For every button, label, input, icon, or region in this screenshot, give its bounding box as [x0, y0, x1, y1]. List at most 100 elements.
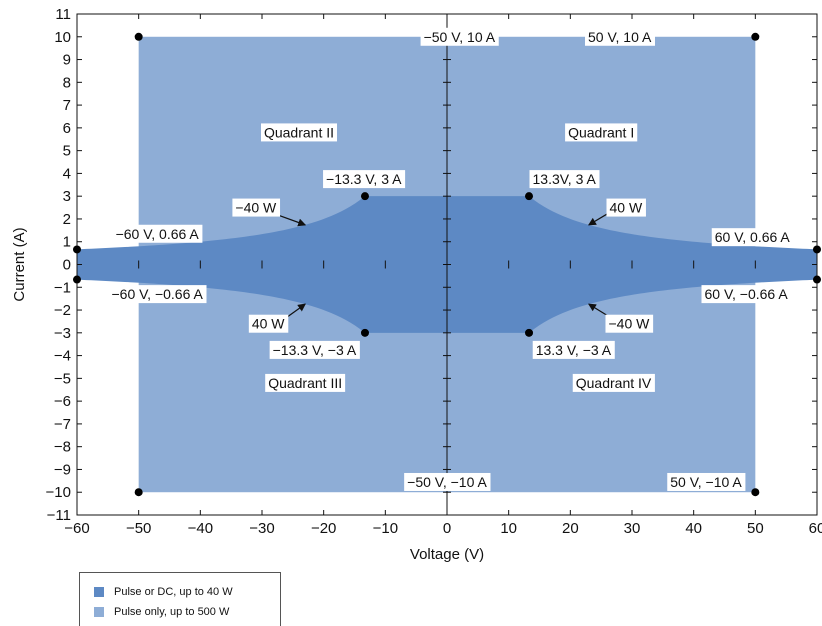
- y-tick-label: −1: [54, 279, 71, 296]
- quadrant-label-box: [265, 373, 346, 392]
- power-label: −40 W: [605, 314, 654, 333]
- point-label-box: [711, 228, 794, 247]
- power-arrow: [285, 303, 306, 319]
- point-label-box: [112, 224, 203, 243]
- x-tick-label: 10: [500, 520, 517, 537]
- point-label: −50 V, −10 A: [404, 472, 491, 491]
- quadrant-label-text: Quadrant III: [268, 375, 342, 391]
- point-marker: [751, 488, 760, 497]
- y-tick-label: 6: [63, 120, 71, 137]
- x-axis-label: Voltage (V): [410, 546, 484, 563]
- y-tick-label: −2: [54, 302, 71, 319]
- y-tick-label: −3: [54, 325, 71, 342]
- point-label-text: 13.3 V, −3 A: [536, 342, 612, 358]
- quadrant-label-box: [572, 373, 655, 392]
- power-label-box: [605, 314, 654, 333]
- point-label-text: −60 V, −0.66 A: [111, 286, 203, 302]
- point-label-box: [667, 472, 746, 491]
- legend-item-dc: Pulse or DC, up to 40 W: [94, 585, 233, 599]
- point-label-text: −50 V, 10 A: [424, 29, 496, 45]
- power-label-text: 40 W: [609, 200, 642, 216]
- x-tick-label: −50: [126, 520, 151, 537]
- legend-swatch-dc: [94, 587, 104, 597]
- point-label-box: [585, 27, 655, 46]
- point-label: −60 V, −0.66 A: [108, 285, 207, 304]
- point-label-text: 50 V, −10 A: [670, 474, 742, 490]
- power-label-box: [606, 198, 646, 217]
- point-label-text: 60 V, −0.66 A: [704, 286, 788, 302]
- legend: Pulse or DC, up to 40 W Pulse only, up t…: [79, 572, 281, 626]
- y-tick-label: 0: [63, 257, 71, 274]
- y-tick-label: −4: [54, 348, 71, 365]
- y-tick-label: 7: [63, 97, 71, 114]
- point-marker: [73, 275, 81, 284]
- power-label: −40 W: [232, 198, 281, 217]
- y-tick-label: 4: [63, 165, 71, 182]
- point-label-text: 13.3V, 3 A: [533, 171, 597, 187]
- point-label-text: −60 V, 0.66 A: [116, 226, 200, 242]
- point-label: 50 V, 10 A: [585, 27, 655, 46]
- point-label-text: 60 V, 0.66 A: [715, 229, 791, 245]
- x-tick-label: 30: [624, 520, 641, 537]
- point-label: 50 V, −10 A: [667, 472, 746, 491]
- point-label: 13.3 V, −3 A: [532, 340, 615, 359]
- power-label: 40 W: [606, 198, 646, 217]
- power-label-text: −40 W: [608, 316, 650, 332]
- point-marker: [525, 328, 534, 337]
- legend-label-pulse: Pulse only, up to 500 W: [114, 606, 230, 618]
- point-marker: [73, 245, 81, 254]
- power-label-text: 40 W: [252, 316, 285, 332]
- point-label: −13.3 V, −3 A: [269, 340, 360, 359]
- y-tick-label: 1: [63, 234, 71, 251]
- point-label-text: −50 V, −10 A: [407, 474, 487, 490]
- point-label: −13.3 V, 3 A: [323, 170, 406, 189]
- chart: −60 −50 −40 −30 −20 −10 0 10 20 30 40 50 60−11−10−9−…: [11, 6, 822, 563]
- y-tick-label: −6: [54, 393, 71, 410]
- point-marker: [813, 275, 821, 284]
- quadrant-label: Quadrant III: [265, 373, 346, 392]
- point-marker: [813, 245, 821, 254]
- point-label-text: −13.3 V, −3 A: [273, 342, 357, 358]
- quadrant-label: Quadrant I: [565, 123, 638, 142]
- point-label: 13.3V, 3 A: [529, 170, 600, 189]
- quadrant-label: Quadrant IV: [572, 373, 655, 392]
- y-tick-label: 9: [63, 52, 71, 69]
- y-tick-label: −10: [46, 484, 71, 501]
- power-label-box: [248, 314, 289, 333]
- y-tick-label: 11: [55, 6, 71, 23]
- y-tick-label: −7: [54, 416, 71, 433]
- quadrant-label-box: [260, 123, 338, 142]
- point-label-text: 50 V, 10 A: [588, 29, 652, 45]
- point-label-box: [532, 340, 615, 359]
- power-arrow: [587, 213, 609, 226]
- point-label-box: [420, 27, 499, 46]
- quadrant-label-text: Quadrant I: [568, 124, 634, 140]
- point-label: −50 V, 10 A: [420, 27, 499, 46]
- y-tick-label: 5: [63, 143, 71, 160]
- quadrant-label: Quadrant II: [260, 123, 338, 142]
- point-marker: [134, 488, 143, 497]
- point-marker: [360, 328, 369, 337]
- point-label-box: [108, 285, 207, 304]
- point-label: 60 V, 0.66 A: [711, 228, 794, 247]
- y-tick-label: 8: [63, 74, 71, 91]
- point-marker: [525, 192, 534, 201]
- x-tick-label: 0: [443, 520, 451, 537]
- x-tick-label: −30: [249, 520, 274, 537]
- power-label-box: [232, 198, 281, 217]
- x-tick-label: 60: [809, 520, 822, 537]
- legend-item-pulse: Pulse only, up to 500 W: [94, 605, 229, 619]
- point-label-box: [269, 340, 360, 359]
- x-tick-label: 20: [562, 520, 579, 537]
- x-tick-label: −10: [373, 520, 398, 537]
- y-axis-label: Current (A): [11, 227, 28, 301]
- quadrant-label-box: [565, 123, 638, 142]
- y-tick-label: 2: [63, 211, 71, 228]
- x-tick-label: 50: [747, 520, 764, 537]
- legend-label-dc: Pulse or DC, up to 40 W: [114, 586, 233, 598]
- point-label: −60 V, 0.66 A: [112, 224, 203, 243]
- point-label-box: [529, 170, 600, 189]
- point-marker: [360, 192, 369, 201]
- y-tick-label: −11: [47, 507, 71, 524]
- point-label-box: [323, 170, 406, 189]
